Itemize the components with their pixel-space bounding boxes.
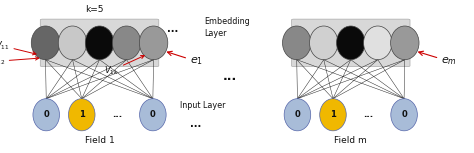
Text: 0: 0 xyxy=(43,110,49,119)
Text: k=5: k=5 xyxy=(85,5,104,14)
Ellipse shape xyxy=(85,26,114,60)
Ellipse shape xyxy=(139,26,168,60)
Ellipse shape xyxy=(319,99,346,131)
Text: $V_{1k}$: $V_{1k}$ xyxy=(104,56,144,77)
Text: $V_{11}$: $V_{11}$ xyxy=(0,40,36,55)
Ellipse shape xyxy=(310,26,338,60)
Text: 1: 1 xyxy=(79,110,85,119)
Text: $e_m$: $e_m$ xyxy=(419,51,456,67)
Text: Embedding
Layer: Embedding Layer xyxy=(204,17,250,38)
FancyBboxPatch shape xyxy=(292,19,410,67)
Ellipse shape xyxy=(33,99,60,131)
Text: $e_1$: $e_1$ xyxy=(167,51,203,67)
Text: Input Layer: Input Layer xyxy=(180,101,226,110)
Text: ...: ... xyxy=(190,119,201,129)
Ellipse shape xyxy=(364,26,392,60)
Text: Field m: Field m xyxy=(334,136,367,145)
Text: ...: ... xyxy=(364,110,374,119)
Ellipse shape xyxy=(31,26,60,60)
Ellipse shape xyxy=(68,99,95,131)
FancyBboxPatch shape xyxy=(40,19,159,67)
Ellipse shape xyxy=(391,26,419,60)
Text: 1: 1 xyxy=(330,110,336,119)
Text: ...: ... xyxy=(167,24,179,34)
Text: 0: 0 xyxy=(150,110,156,119)
Ellipse shape xyxy=(337,26,365,60)
Ellipse shape xyxy=(112,26,141,60)
Text: 0: 0 xyxy=(401,110,407,119)
Text: Field 1: Field 1 xyxy=(85,136,114,145)
Text: $V_{12}$: $V_{12}$ xyxy=(0,55,39,67)
Ellipse shape xyxy=(140,99,166,131)
Text: ...: ... xyxy=(223,70,237,83)
Ellipse shape xyxy=(58,26,87,60)
Ellipse shape xyxy=(283,26,311,60)
Text: ...: ... xyxy=(112,110,122,119)
Text: 0: 0 xyxy=(294,110,301,119)
Ellipse shape xyxy=(284,99,311,131)
Ellipse shape xyxy=(391,99,417,131)
